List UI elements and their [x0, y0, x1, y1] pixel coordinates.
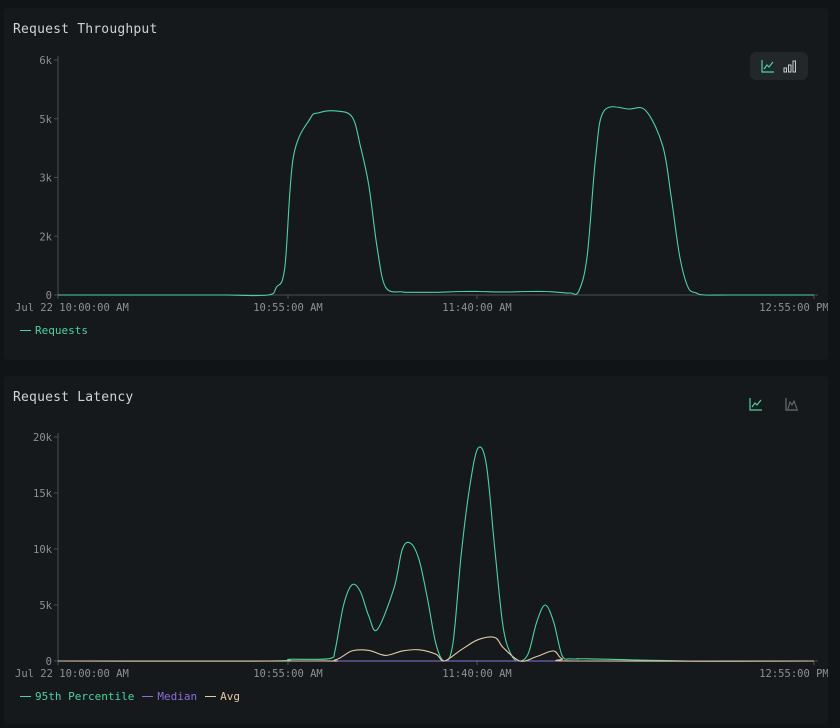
x-tick-label: 11:40:00 AM [442, 302, 512, 314]
series-line-requests [58, 106, 814, 297]
throughput-title: Request Throughput [13, 22, 158, 37]
x-tick-label: Jul 22 10:00:00 AM [15, 302, 129, 314]
throughput-chart: 0 2k 3k 5k 6k Jul 22 10:00:00 AM 10:55:00 AM 11… [15, 55, 828, 314]
latency-chart: 0 5k 10k 15k 20k Jul 22 10:00:00 AM 10:55:00 A… [15, 432, 828, 680]
bar-chart-icon[interactable] [782, 58, 798, 74]
legend-item-avg[interactable]: Avg [205, 690, 240, 703]
y-tick-label: 5k [39, 114, 52, 126]
x-tick-label: 12:55:00 PM [759, 302, 828, 314]
throughput-panel: Request Throughput 0 2k 3k 5k 6k Jul 22 10:00… [4, 8, 828, 360]
throughput-legend: Requests [20, 324, 88, 337]
y-tick-label: 20k [33, 432, 53, 444]
y-tick-label: 0 [46, 656, 52, 668]
legend-label-median: Median [157, 690, 198, 703]
legend-swatch-p95 [20, 696, 31, 697]
series-line-95th-percentile [57, 446, 815, 662]
x-tick-label: 12:55:00 PM [759, 668, 828, 680]
legend-item-requests[interactable]: Requests [20, 324, 88, 337]
legend-swatch-requests [20, 330, 31, 331]
latency-panel: Request Latency 0 5k 10k 15k 20k Jul 22 10:00… [4, 376, 828, 724]
legend-label-avg: Avg [220, 690, 240, 703]
x-tick-label: Jul 22 10:00:00 AM [15, 668, 129, 680]
y-tick-label: 2k [39, 231, 52, 243]
x-tick-label: 10:55:00 AM [253, 302, 323, 314]
throughput-view-toggle [750, 52, 808, 80]
series-line-avg [57, 636, 815, 662]
legend-item-p95[interactable]: 95th Percentile [20, 690, 134, 703]
y-tick-label: 0 [46, 290, 52, 302]
line-chart-icon[interactable] [748, 396, 764, 412]
line-chart-icon[interactable] [760, 58, 776, 74]
legend-label-p95: 95th Percentile [35, 690, 135, 703]
latency-view-toggle [738, 390, 810, 418]
legend-item-median[interactable]: Median [142, 690, 197, 703]
latency-title: Request Latency [13, 390, 134, 405]
y-tick-label: 5k [39, 600, 52, 612]
y-tick-label: 3k [39, 173, 52, 185]
y-tick-label: 15k [33, 488, 53, 500]
area-chart-icon[interactable] [784, 396, 800, 412]
y-tick-label: 6k [39, 55, 52, 67]
latency-legend: 95th Percentile Median Avg [20, 690, 240, 703]
legend-swatch-median [142, 696, 154, 697]
legend-swatch-avg [205, 696, 217, 697]
legend-label-requests: Requests [35, 324, 88, 337]
x-tick-label: 10:55:00 AM [253, 668, 323, 680]
y-tick-label: 10k [33, 544, 53, 556]
x-tick-label: 11:40:00 AM [442, 668, 512, 680]
